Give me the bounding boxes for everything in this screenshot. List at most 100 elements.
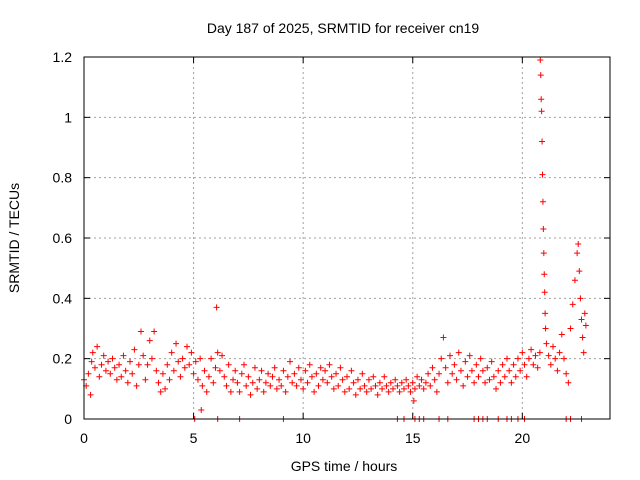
data-point [273, 385, 280, 392]
data-point [201, 367, 208, 374]
data-point [449, 370, 456, 377]
data-point [540, 250, 547, 257]
data-point [530, 361, 537, 368]
data-point [556, 349, 563, 356]
y-tick-label: 0.8 [53, 170, 73, 186]
data-point [508, 379, 515, 386]
data-point [346, 385, 353, 392]
data-point [581, 310, 588, 317]
data-point [100, 352, 107, 359]
data-point [416, 382, 423, 389]
data-point [539, 198, 546, 205]
data-point [537, 72, 544, 79]
data-point [227, 388, 234, 395]
data-point [88, 358, 95, 365]
data-point [436, 370, 443, 377]
data-point [512, 373, 519, 380]
data-point [96, 373, 103, 380]
data-point [514, 355, 521, 362]
data-point [267, 382, 274, 389]
data-point [418, 376, 425, 383]
data-point [379, 385, 386, 392]
data-point [354, 376, 361, 383]
data-point [240, 361, 247, 368]
data-point [525, 355, 532, 362]
data-point [517, 367, 524, 374]
data-point [89, 349, 96, 356]
data-point [422, 379, 429, 386]
chart-title: Day 187 of 2025, SRMTID for receiver cn1… [207, 20, 480, 36]
data-point [537, 57, 544, 64]
data-point [534, 364, 541, 371]
data-point [488, 358, 495, 365]
data-point [490, 373, 497, 380]
data-point [501, 373, 508, 380]
data-point [477, 355, 484, 362]
data-point [519, 349, 526, 356]
data-point [208, 355, 215, 362]
data-point [547, 361, 554, 368]
data-point [199, 382, 206, 389]
data-point [394, 382, 401, 389]
data-point [447, 352, 454, 359]
data-point [186, 361, 193, 368]
data-point [140, 352, 147, 359]
data-point [213, 304, 220, 311]
data-point [85, 370, 92, 377]
data-point [328, 373, 335, 380]
data-point [177, 373, 184, 380]
data-point [468, 367, 475, 374]
data-point [567, 325, 574, 332]
data-point [144, 361, 151, 368]
data-point [414, 373, 421, 380]
data-point [431, 376, 438, 383]
x-tick-label: 5 [190, 430, 198, 446]
data-point [521, 361, 528, 368]
data-point [528, 346, 535, 353]
data-point [466, 352, 473, 359]
data-point [538, 108, 545, 115]
data-point [392, 376, 399, 383]
data-point [308, 373, 315, 380]
data-point [234, 379, 241, 386]
data-point [335, 382, 342, 389]
grid-lines [84, 57, 610, 419]
data-point [319, 376, 326, 383]
data-point [247, 391, 254, 398]
data-point [344, 373, 350, 380]
data-point [363, 388, 370, 395]
data-point [577, 295, 584, 302]
data-point [295, 364, 302, 371]
data-point [131, 346, 138, 353]
data-point [372, 382, 379, 389]
x-tick-labels: 0 5 10 15 20 [80, 430, 530, 446]
data-point [304, 379, 311, 386]
data-point [98, 361, 105, 368]
data-point [306, 361, 313, 368]
data-point [457, 367, 464, 374]
data-point [453, 376, 460, 383]
x-tick-label: 20 [515, 430, 531, 446]
y-tick-label: 1.2 [53, 49, 73, 65]
data-point [440, 334, 447, 341]
data-point [162, 385, 169, 392]
data-point [113, 376, 120, 383]
data-point [339, 376, 346, 383]
data-point [383, 382, 390, 389]
data-point [278, 382, 285, 389]
data-point [146, 337, 153, 344]
data-point [118, 373, 125, 380]
data-point [565, 379, 572, 386]
data-point [438, 355, 445, 362]
data-point [475, 373, 482, 380]
data-point [357, 385, 364, 392]
data-point [539, 138, 546, 145]
data-point [262, 379, 269, 386]
data-point [444, 379, 451, 386]
data-point [181, 364, 188, 371]
data-point [184, 343, 191, 350]
data-point [221, 373, 228, 380]
data-point [542, 310, 549, 317]
data-point [243, 382, 250, 389]
